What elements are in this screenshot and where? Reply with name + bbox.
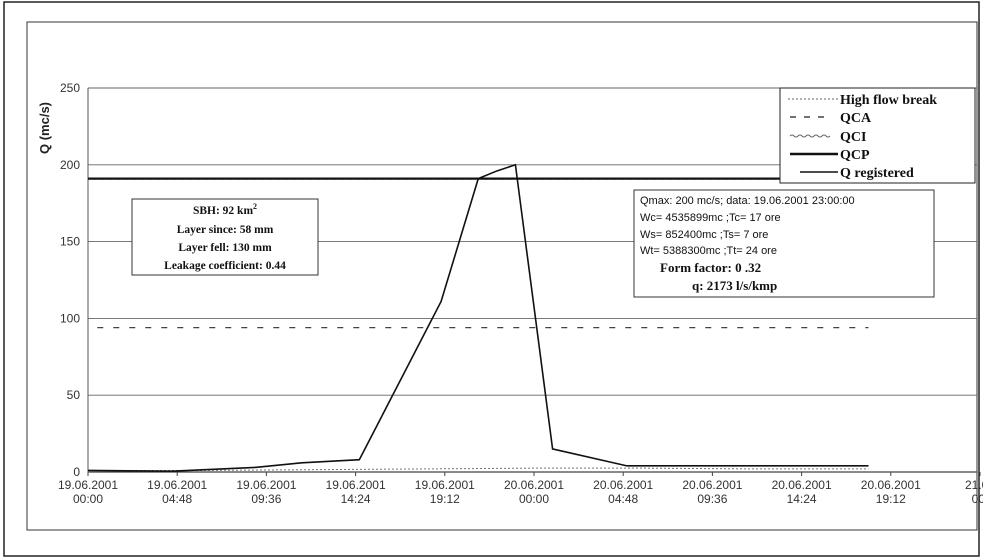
basin-parameters-box: SBH: 92 km2 Layer since: 58 mm Layer fel… [131,198,319,276]
y-tick-label: 250 [60,81,80,95]
x-tick-label-time: 14:24 [341,492,371,506]
x-tick-label-time: 14:24 [787,492,817,506]
x-tick-label-date: 19.06.2001 [326,478,386,492]
x-tick-label-date: 19.06.2001 [415,478,475,492]
x-tick-label-date: 20.06.2001 [504,478,564,492]
basin-area-superscript: 2 [253,202,257,211]
leakage-coefficient: Leakage coefficient: 0.44 [164,260,286,272]
basin-box-frame [131,198,319,276]
y-tick-label: 100 [60,311,80,325]
series-q-registered-line [87,163,869,473]
info-box-frame [633,189,935,298]
x-tick-label-date: 19.06.2001 [147,478,207,492]
x-tick-label-time: 09:36 [697,492,727,506]
x-tick-label-time: 00:00 [519,492,549,506]
flood-info-box: Qmax: 200 mc/s; data: 19.06.2001 23:00:0… [633,189,935,298]
qmax-line: Qmax: 200 mc/s; data: 19.06.2001 23:00:0… [640,195,855,207]
x-tick-label-time: 04:48 [162,492,192,506]
layer-fell: Layer fell: 130 mm [178,242,272,254]
x-tick-label-time: 00:00 [73,492,103,506]
legend: High flow break QCA QCI QCP Q registered [779,87,976,184]
x-tick-label-time: 19:12 [430,492,460,506]
legend-label-qca: QCA [840,111,872,126]
specific-discharge-line: q: 2173 l/s/kmp [692,278,777,293]
legend-label-qcp: QCP [840,148,870,163]
x-tick-label-time: 19:12 [876,492,906,506]
wt-line: Wt= 5388300mc ;Tt= 24 ore [640,245,777,257]
form-factor-line: Form factor: 0 .32 [660,260,761,275]
x-tick-label-time: 00: [972,492,983,506]
legend-swatch-qci [789,134,831,138]
legend-label-qci: QCI [840,130,866,145]
x-tick-label-date: 19.06.2001 [58,478,118,492]
x-tick-label-date: 20.06.2001 [772,478,832,492]
legend-label-q-registered: Q registered [840,166,914,181]
layer-since: Layer since: 58 mm [177,224,274,236]
y-tick-label: 50 [67,388,81,402]
x-tick-label-time: 09:36 [251,492,281,506]
y-tick-labels: 0 50 100 150 200 250 [60,81,80,479]
x-tick-label-date: 21.06 [965,478,983,492]
y-tick-label: 200 [60,158,80,172]
data-series [87,163,873,473]
x-tick-label-date: 20.06.2001 [593,478,653,492]
y-tick-label: 150 [60,235,80,249]
x-tick-label-date: 19.06.2001 [236,478,296,492]
y-tick-label: 0 [73,465,80,479]
legend-box [779,87,976,184]
x-tick-label-date: 20.06.2001 [861,478,921,492]
ws-line: Ws= 852400mc ;Ts= 7 ore [640,229,768,241]
y-axis-label: Q (mc/s) [37,102,52,154]
wc-line: Wc= 4535899mc ;Tc= 17 ore [640,212,781,224]
legend-label-high-flow-break: High flow break [840,93,937,108]
x-tick-label-time: 04:48 [608,492,638,506]
x-tick-label-date: 20.06.2001 [682,478,742,492]
basin-area: SBH: 92 km2 [193,202,257,217]
x-tick-labels: 19.06.200100:0019.06.200104:4819.06.2001… [58,478,983,506]
